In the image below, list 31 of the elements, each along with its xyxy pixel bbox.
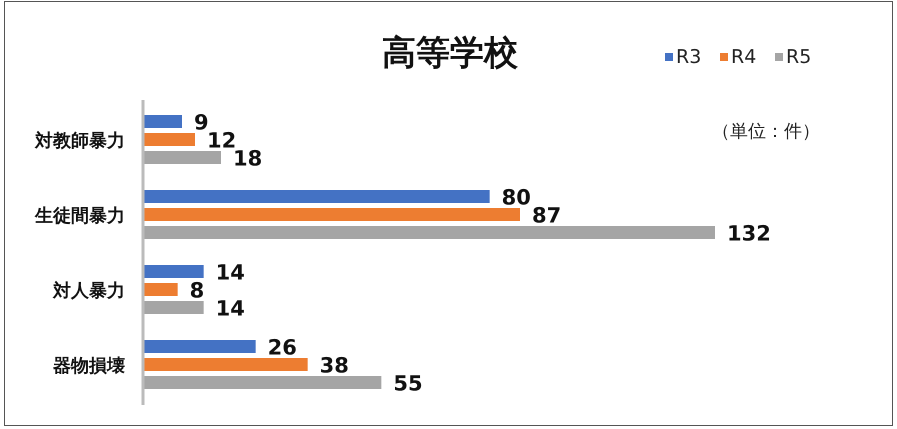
data-label: 8: [190, 278, 204, 302]
legend-label: R3: [676, 46, 702, 68]
y-tick-label: 対教師暴力: [34, 130, 125, 152]
data-label: 132: [727, 222, 771, 246]
bar: [143, 265, 204, 278]
bar: [143, 301, 204, 314]
bar: [143, 340, 256, 353]
annotation: （単位：件）: [712, 121, 820, 142]
y-tick-label: 生徒間暴力: [34, 206, 125, 226]
data-label: 9: [194, 110, 209, 134]
data-label: 14: [216, 296, 245, 320]
bar: [143, 226, 715, 239]
bar: [143, 208, 520, 221]
bar: [143, 358, 308, 371]
data-label: 26: [268, 336, 297, 360]
data-label: 80: [502, 186, 531, 210]
legend-label: R4: [731, 46, 756, 68]
data-label: 87: [532, 204, 562, 228]
legend-label: R5: [786, 46, 812, 68]
y-tick-label: 対人暴力: [52, 280, 125, 302]
bar: [143, 376, 382, 389]
chart-title: 高等学校: [382, 33, 519, 73]
bar: [143, 151, 221, 164]
bar: [143, 283, 178, 296]
bar: [143, 115, 182, 128]
y-tick-label: 器物損壊: [53, 356, 125, 376]
data-label: 14: [216, 260, 245, 284]
data-label: 55: [393, 372, 423, 396]
data-label: 38: [320, 354, 349, 378]
bar: [143, 133, 195, 146]
bar: [143, 190, 490, 203]
